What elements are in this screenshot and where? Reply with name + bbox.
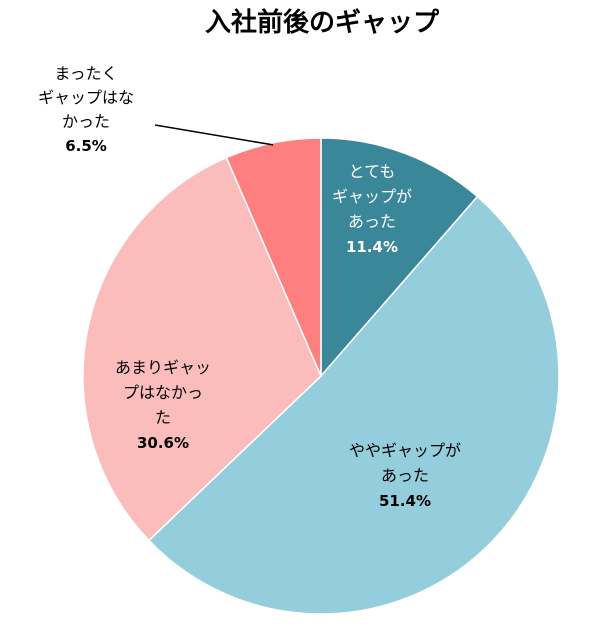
pie-slice-2 [147, 195, 560, 615]
slice-value-label: 6.5% [65, 137, 107, 155]
slice-label-line: ギャップはな [38, 88, 134, 107]
slice-label-line: ギャップが [332, 187, 412, 206]
pie-slice-1 [320, 137, 479, 379]
pie-slice-3 [82, 156, 322, 542]
slice-label-line: まったく [54, 64, 117, 83]
slice-value-label: 51.4% [379, 492, 431, 510]
slice-label-line: た [155, 408, 171, 427]
slice-label-line: かった [62, 112, 110, 131]
chart-title: 入社前後のギャップ [205, 7, 440, 38]
slice-value-label: 11.4% [346, 238, 398, 256]
slice-label-line: あった [348, 212, 396, 231]
leader-line [154, 124, 274, 146]
slice-label-line: あまりギャッ [115, 358, 211, 377]
slice-label-line: ややギャップが [349, 441, 461, 460]
slice-label-line: とても [349, 162, 396, 181]
slice-value-label: 30.6% [137, 434, 189, 452]
pie-slices [82, 137, 560, 615]
slice-label-line: プはなかっ [123, 383, 203, 402]
pie-slice-4 [225, 137, 322, 377]
slice-label-line: あった [381, 466, 429, 485]
